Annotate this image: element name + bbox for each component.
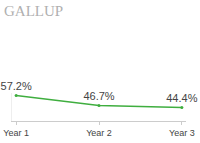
svg-text:Year 3: Year 3	[169, 128, 195, 138]
svg-text:Year 1: Year 1	[3, 128, 29, 138]
svg-text:57.2%: 57.2%	[1, 80, 32, 92]
svg-text:GALLUP: GALLUP	[4, 3, 63, 19]
svg-text:44.4%: 44.4%	[166, 92, 197, 104]
svg-text:46.7%: 46.7%	[83, 90, 114, 102]
svg-text:Year 2: Year 2	[86, 128, 112, 138]
